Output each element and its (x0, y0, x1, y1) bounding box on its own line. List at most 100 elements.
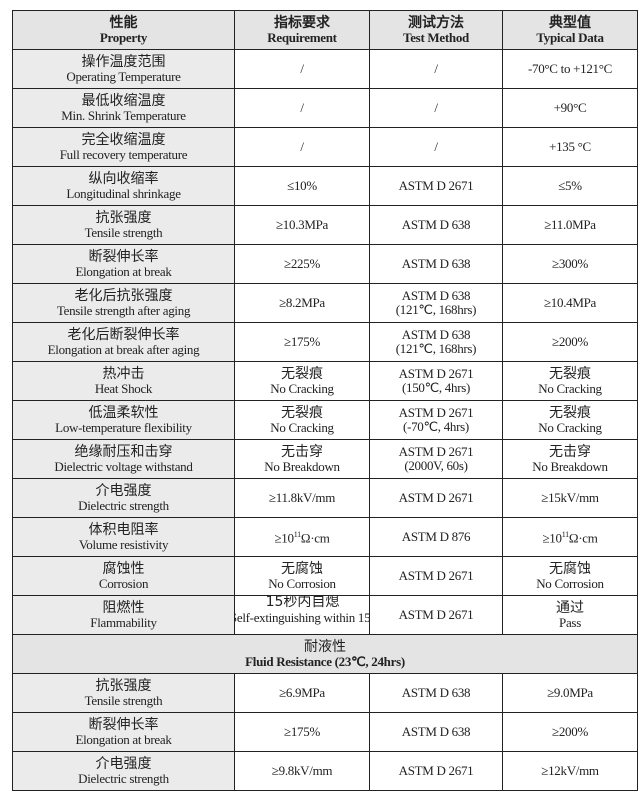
property-cell: 操作温度范围 Operating Temperature (12, 49, 235, 89)
property-cell: 完全收缩温度 Full recovery temperature (12, 127, 235, 167)
typical: No Breakdown (532, 459, 608, 474)
requirement: ≤10% (287, 178, 317, 193)
requirement-content: 无击穿 No Breakdown (236, 444, 369, 474)
requirement-content: 无腐蚀 No Corrosion (236, 561, 369, 591)
typical: ≥300% (552, 256, 588, 271)
test-method-cell: ASTM D 2671 (369, 751, 503, 791)
property-cn: 腐蚀性 (102, 561, 145, 577)
test-method-cell: ASTM D 638 (121℃, 168hrs) (369, 283, 503, 323)
property-en: Tensile strength (84, 693, 163, 708)
requirement-cell: ≥175% (234, 712, 370, 752)
header-cn: 性能 (109, 15, 138, 31)
requirement-base: ≥10 (274, 530, 294, 546)
table-row: 纵向收缩率 Longitudinal shrinkage ≤10% ASTM D … (12, 166, 638, 206)
method: / (434, 100, 438, 115)
typical-cell: 无击穿 No Breakdown (502, 439, 638, 479)
property-cell: 老化后断裂伸长率 Elongation at break after aging (12, 322, 235, 362)
property-en: Operating Temperature (66, 69, 181, 84)
requirement-content: / (236, 139, 369, 154)
table-row: 抗张强度 Tensile strength ≥6.9MPa ASTM D 638 … (12, 673, 638, 713)
requirement-cell: ≥8.2MPa (234, 283, 370, 323)
typical-cell: -70°C to +121°C (502, 49, 638, 89)
requirement-content: 无裂痕 No Cracking (236, 366, 369, 396)
property-cell: 低温柔软性 Low-temperature flexibility (12, 400, 235, 440)
requirement-content: 15秒内自熄 Self-extinguishing within 15s (234, 597, 370, 633)
method: ASTM D 2671 (398, 405, 474, 420)
property-cn: 体积电阻率 (88, 522, 159, 538)
typical: ≥11.0MPa (544, 217, 596, 232)
test-method-cell: ASTM D 638 (369, 712, 503, 752)
table-row: 绝缘耐压和击穿 Dielectric voltage withstand 无击穿 N… (12, 439, 638, 479)
header-property: 性能 Property (12, 10, 235, 50)
table-row: 老化后抗张强度 Tensile strength after aging ≥8.2… (12, 283, 638, 323)
property-en: Corrosion (98, 576, 149, 591)
property-en: Longitudinal shrinkage (66, 186, 181, 201)
property-cell: 介电强度 Dielectric strength (12, 478, 235, 518)
typical-cn: 无击穿 (549, 444, 591, 460)
table-row: 最低收缩温度 Min. Shrink Temperature / / +90°C (12, 88, 638, 128)
method: / (434, 139, 438, 154)
requirement: / (300, 139, 304, 154)
method: ASTM D 2671 (398, 568, 474, 583)
requirement-cell: 无裂痕 No Cracking (234, 400, 370, 440)
requirement-content: / (236, 61, 369, 76)
method: ASTM D 2671 (398, 490, 474, 505)
method-condition: (150℃, 4hrs) (401, 380, 471, 395)
test-method-cell: ASTM D 2671 (369, 166, 503, 206)
property-cn: 绝缘耐压和击穿 (74, 444, 173, 460)
requirement: No Breakdown (264, 459, 340, 474)
requirement-exponent: 11 (293, 530, 301, 540)
typical: No Corrosion (536, 576, 604, 591)
typical: +135 °C (549, 139, 591, 154)
typical-cell: +90°C (502, 88, 638, 128)
requirement-content: ≥1011Ω·cm (236, 528, 369, 546)
requirement-unit: Ω·cm (300, 530, 330, 546)
requirement-content: ≥175% (236, 335, 369, 349)
requirement-cell: / (234, 88, 370, 128)
method-condition: (121℃, 168hrs) (395, 341, 477, 356)
table-row: 完全收缩温度 Full recovery temperature / / +135… (12, 127, 638, 167)
property-en: Elongation at break (75, 732, 172, 747)
test-method-cell: / (369, 49, 503, 89)
header-cn: 指标要求 (274, 15, 330, 31)
property-en: Dielectric strength (78, 771, 169, 786)
requirement-cell: ≤10% (234, 166, 370, 206)
typical-cell: 无腐蚀 No Corrosion (502, 556, 638, 596)
typical: No Cracking (538, 420, 602, 435)
property-cell: 老化后抗张强度 Tensile strength after aging (12, 283, 235, 323)
property-cn: 低温柔软性 (88, 405, 159, 421)
table-row: 介电强度 Dielectric strength ≥11.8kV/mm ASTM … (12, 478, 638, 518)
header-cn: 测试方法 (408, 15, 464, 31)
requirement-cell: ≥1011Ω·cm (234, 517, 370, 557)
test-method-cell: ASTM D 2671 (369, 478, 503, 518)
typical-cell: +135 °C (502, 127, 638, 167)
method: ASTM D 876 (401, 529, 471, 544)
requirement: Self-extinguishing within 15s (234, 610, 370, 625)
property-en: Tensile strength (84, 225, 163, 240)
header-en: Property (99, 30, 148, 45)
header-cn: 典型值 (549, 15, 591, 31)
requirement: ≥8.2MPa (279, 295, 325, 310)
typical-cn: 无裂痕 (549, 366, 591, 382)
requirement-content: ≥225% (236, 257, 369, 271)
test-method-cell: ASTM D 638 (121℃, 168hrs) (369, 322, 503, 362)
requirement-cell: 无腐蚀 No Corrosion (234, 556, 370, 596)
test-method-cell: ASTM D 638 (369, 205, 503, 245)
section-cn: 耐液性 (304, 639, 346, 655)
method: ASTM D 638 (401, 327, 471, 342)
property-cell: 抗张强度 Tensile strength (12, 673, 235, 713)
property-en: Heat Shock (94, 381, 153, 396)
typical-cell: ≥200% (502, 322, 638, 362)
requirement-content: ≤10% (236, 178, 369, 193)
typical: ≥10.4MPa (543, 295, 597, 310)
property-en: Volume resistivity (78, 537, 169, 552)
property-cell: 断裂伸长率 Elongation at break (12, 244, 235, 284)
typical-cell: 无裂痕 No Cracking (502, 400, 638, 440)
requirement: ≥6.9MPa (279, 685, 325, 700)
requirement-content: / (236, 100, 369, 115)
requirement: / (300, 100, 304, 115)
property-cn: 介电强度 (95, 483, 152, 499)
requirement: / (300, 61, 304, 76)
method: ASTM D 638 (401, 685, 471, 700)
method: / (434, 61, 438, 76)
